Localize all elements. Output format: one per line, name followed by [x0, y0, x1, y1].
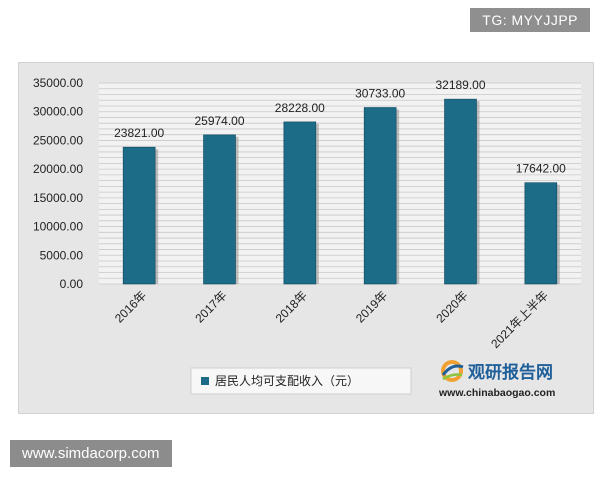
- y-tick-label: 20000.00: [33, 162, 83, 176]
- legend-panel: [190, 367, 412, 395]
- data-label: 30733.00: [355, 87, 405, 101]
- bar: [203, 134, 236, 285]
- x-tick-label: 2019年: [353, 288, 390, 325]
- logo-url: www.chinabaogao.com: [438, 387, 555, 399]
- data-label: 23821.00: [114, 126, 164, 140]
- logo-mark-icon: [441, 360, 464, 382]
- chart-panel: 0.00 5000.00 10000.00 15000.00 20000.00 25000…: [18, 62, 594, 414]
- data-label: 28228.00: [275, 101, 325, 115]
- bar: [122, 146, 156, 285]
- x-tick-label: 2021年上半年: [488, 288, 551, 351]
- x-tick-label: 2020年: [433, 288, 470, 325]
- gridlines: [99, 82, 581, 285]
- y-tick-label: 25000.00: [33, 133, 83, 147]
- legend: 居民人均可支配收入（元）: [190, 367, 412, 395]
- data-label: 17642.00: [516, 162, 566, 176]
- bar: [363, 107, 397, 285]
- legend-label: 居民人均可支配收入（元）: [215, 374, 359, 388]
- y-tick-label: 10000.00: [33, 220, 83, 234]
- bar: [524, 182, 558, 285]
- y-tick-label: 35000.00: [33, 76, 83, 90]
- x-axis: 2016年 2017年 2018年 2019年 2020年 2021年上半年: [112, 288, 551, 351]
- plot-area: [99, 83, 581, 284]
- bar-chart: 0.00 5000.00 10000.00 15000.00 20000.00 25000…: [33, 76, 581, 399]
- y-tick-label: 5000.00: [40, 248, 84, 262]
- bar: [283, 121, 317, 285]
- bars: 23821.00 25974.00 28228.00 30733.00 32189.00…: [114, 78, 566, 285]
- x-tick-label: 2017年: [192, 288, 229, 325]
- data-label: 25974.00: [194, 114, 244, 128]
- x-tick-label: 2016年: [112, 288, 149, 325]
- data-label: 32189.00: [435, 78, 485, 92]
- y-tick-label: 30000.00: [33, 105, 83, 119]
- y-tick-label: 0.00: [60, 277, 84, 291]
- x-tick-label: 2018年: [273, 288, 310, 325]
- legend-swatch: [201, 377, 209, 385]
- logo-name: 观研报告网: [467, 362, 553, 382]
- y-tick-label: 15000.00: [33, 191, 83, 205]
- bar: [444, 98, 477, 285]
- watermark-top: TG: MYYJJPP: [470, 8, 590, 32]
- chinabaogao-logo: 观研报告网 www.chinabaogao.com: [438, 360, 555, 399]
- y-axis: 0.00 5000.00 10000.00 15000.00 20000.00 25000…: [33, 76, 83, 291]
- watermark-bottom: www.simdacorp.com: [10, 440, 172, 467]
